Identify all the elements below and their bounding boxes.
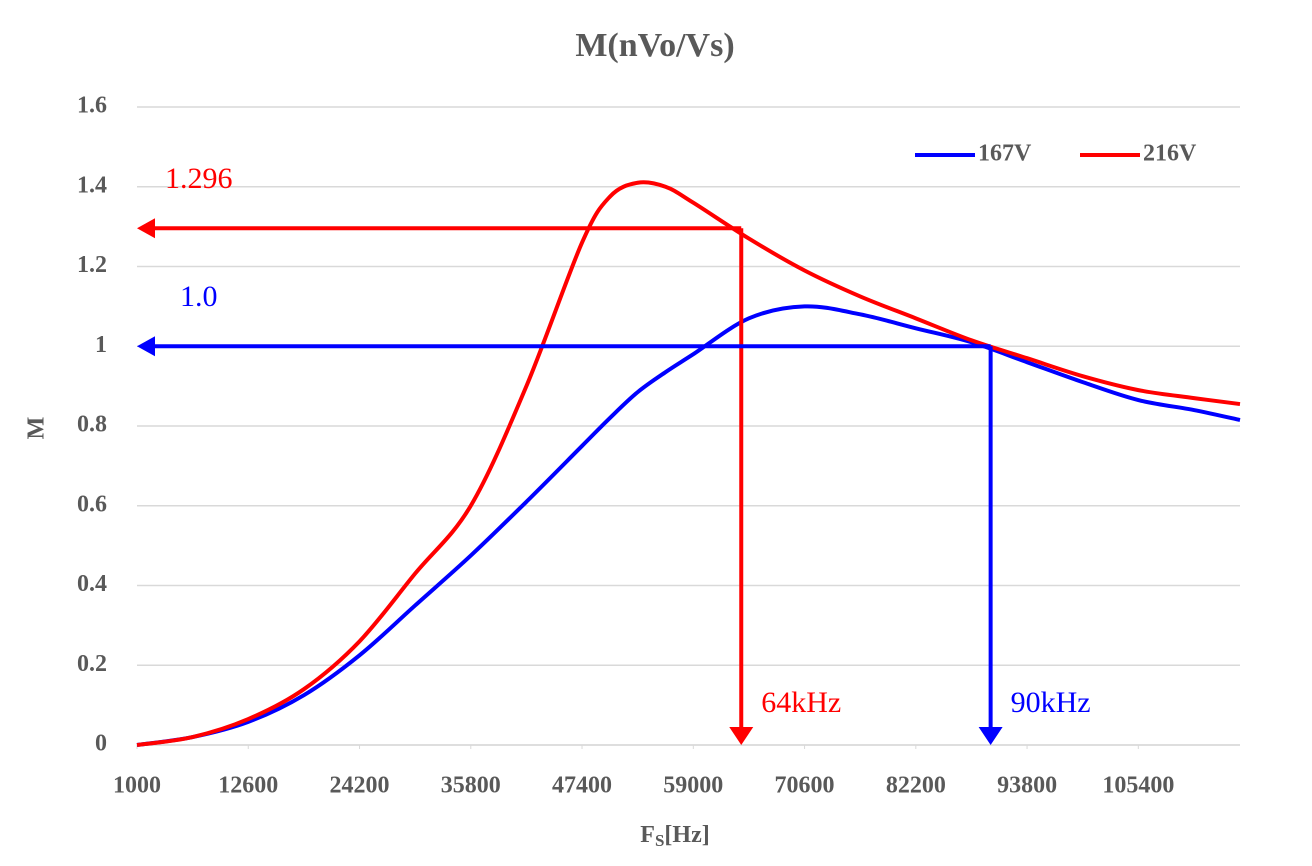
x-tick-label: 24200 bbox=[330, 773, 390, 799]
x-tick-label: 12600 bbox=[218, 773, 278, 799]
x-label-unit: [Hz] bbox=[664, 822, 709, 848]
arrow-head bbox=[978, 727, 1003, 745]
x-tick-label: 70600 bbox=[775, 773, 835, 799]
chart-title: M(nVo/Vs) bbox=[575, 27, 734, 64]
x-tick-label: 82200 bbox=[886, 773, 946, 799]
legend-label: 216V bbox=[1143, 141, 1197, 167]
y-tick-label: 0.4 bbox=[77, 571, 107, 597]
series-line bbox=[136, 180, 1241, 747]
annotation-label: 1.0 bbox=[180, 280, 218, 313]
annotation-x-label: 64kHz bbox=[761, 686, 841, 719]
y-tick-label: 1.2 bbox=[77, 252, 107, 278]
y-tick-label: 0.8 bbox=[77, 412, 107, 438]
y-tick-label: 1.4 bbox=[77, 172, 107, 198]
y-tick-label: 1.6 bbox=[77, 93, 107, 119]
x-axis-label: FS[Hz] bbox=[640, 822, 709, 850]
x-tick-label: 93800 bbox=[997, 773, 1057, 799]
x-label-sub: S bbox=[655, 831, 664, 850]
arrow-head bbox=[137, 218, 155, 239]
x-label-main: F bbox=[640, 822, 655, 848]
x-tick-label: 59000 bbox=[663, 773, 723, 799]
annotation-x-label: 90kHz bbox=[1011, 686, 1091, 719]
y-tick-label: 0.2 bbox=[77, 651, 107, 677]
x-tick-label: 47400 bbox=[552, 773, 612, 799]
y-tick-label: 1 bbox=[95, 332, 107, 358]
arrow-head bbox=[137, 336, 155, 357]
arrow-head bbox=[729, 727, 754, 745]
annotation-label: 1.296 bbox=[165, 162, 233, 195]
x-tick-label: 1000 bbox=[113, 773, 161, 799]
legend-label: 167V bbox=[978, 141, 1032, 167]
series-line bbox=[136, 304, 1241, 747]
y-axis-label: M bbox=[24, 417, 50, 440]
y-tick-label: 0.6 bbox=[77, 491, 107, 517]
x-tick-label: 105400 bbox=[1102, 773, 1174, 799]
x-tick-label: 35800 bbox=[441, 773, 501, 799]
y-tick-label: 0 bbox=[95, 731, 107, 757]
